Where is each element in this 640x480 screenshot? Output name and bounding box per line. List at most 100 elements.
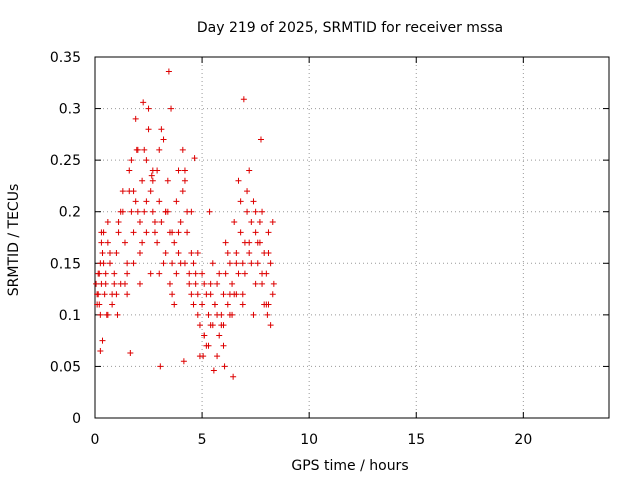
x-tick-label: 20 (514, 432, 532, 448)
data-point (175, 229, 182, 236)
data-point (188, 291, 195, 298)
data-point (190, 301, 197, 308)
data-point (233, 260, 240, 267)
data-point (254, 260, 261, 267)
data-point (102, 270, 109, 277)
data-point (168, 105, 175, 112)
data-point (207, 280, 214, 287)
data-point (145, 126, 152, 133)
data-point (132, 115, 139, 122)
data-point (177, 219, 184, 226)
data-point (169, 291, 176, 298)
data-point (151, 219, 158, 226)
data-point (199, 301, 206, 308)
data-point (175, 167, 182, 174)
data-point (226, 291, 233, 298)
data-point (100, 260, 107, 267)
data-point (246, 249, 253, 256)
data-point (246, 239, 253, 246)
data-point (205, 342, 212, 349)
data-point (173, 270, 180, 277)
data-point (194, 311, 201, 318)
data-point (162, 249, 169, 256)
data-point (220, 322, 227, 329)
data-point (164, 177, 171, 184)
data-point (190, 260, 197, 267)
data-point (244, 188, 251, 195)
data-point (200, 353, 207, 360)
data-point (121, 239, 128, 246)
y-axis-label: SRMTID / TECUs (6, 184, 22, 297)
data-point (130, 260, 137, 267)
data-point (248, 260, 255, 267)
y-tick-label: 0.2 (59, 205, 81, 221)
data-point (156, 270, 163, 277)
data-point (239, 301, 246, 308)
data-point (139, 239, 146, 246)
data-point (143, 198, 150, 205)
data-point (214, 280, 221, 287)
data-point (156, 146, 163, 153)
data-point (203, 291, 210, 298)
data-point (224, 301, 231, 308)
data-point (231, 219, 238, 226)
data-point (199, 270, 206, 277)
data-point (134, 208, 141, 215)
data-point (104, 311, 111, 318)
data-point (220, 291, 227, 298)
data-point (165, 68, 172, 75)
data-point (201, 280, 208, 287)
data-point (264, 311, 271, 318)
data-point (101, 291, 108, 298)
data-point (130, 229, 137, 236)
data-point (141, 146, 148, 153)
data-point (181, 260, 188, 267)
data-point (147, 188, 154, 195)
data-point (98, 239, 105, 246)
data-point (211, 301, 218, 308)
data-point (109, 301, 116, 308)
data-point (214, 353, 221, 360)
data-point (133, 146, 140, 153)
data-point (97, 311, 104, 318)
data-point (96, 270, 103, 277)
data-point (104, 239, 111, 246)
data-point (256, 219, 263, 226)
data-point (111, 280, 118, 287)
data-point (240, 96, 247, 103)
data-point (149, 167, 156, 174)
data-points (93, 68, 277, 380)
data-point (206, 208, 213, 215)
x-tick-label: 0 (91, 432, 100, 448)
data-point (269, 219, 276, 226)
data-point (267, 322, 274, 329)
data-point (169, 229, 176, 236)
data-point (233, 249, 240, 256)
data-point (143, 229, 150, 236)
data-point (246, 167, 253, 174)
data-point (192, 270, 199, 277)
data-point (194, 249, 201, 256)
data-point (181, 167, 188, 174)
data-point (173, 198, 180, 205)
data-point (106, 260, 113, 267)
data-point (235, 270, 242, 277)
data-point (160, 136, 167, 143)
data-point (188, 249, 195, 256)
data-point (221, 363, 228, 370)
data-point (270, 280, 277, 287)
data-point (126, 167, 133, 174)
data-point (127, 350, 134, 357)
data-point (265, 249, 272, 256)
y-tick-label: 0.3 (59, 102, 81, 118)
data-point (113, 291, 120, 298)
data-point (229, 311, 236, 318)
data-point (115, 229, 122, 236)
data-point (136, 280, 143, 287)
x-tick-label: 10 (300, 432, 318, 448)
data-point (93, 280, 100, 287)
data-point (237, 198, 244, 205)
data-point (175, 249, 182, 256)
x-axis-label: GPS time / hours (291, 458, 408, 474)
data-point (214, 311, 221, 318)
